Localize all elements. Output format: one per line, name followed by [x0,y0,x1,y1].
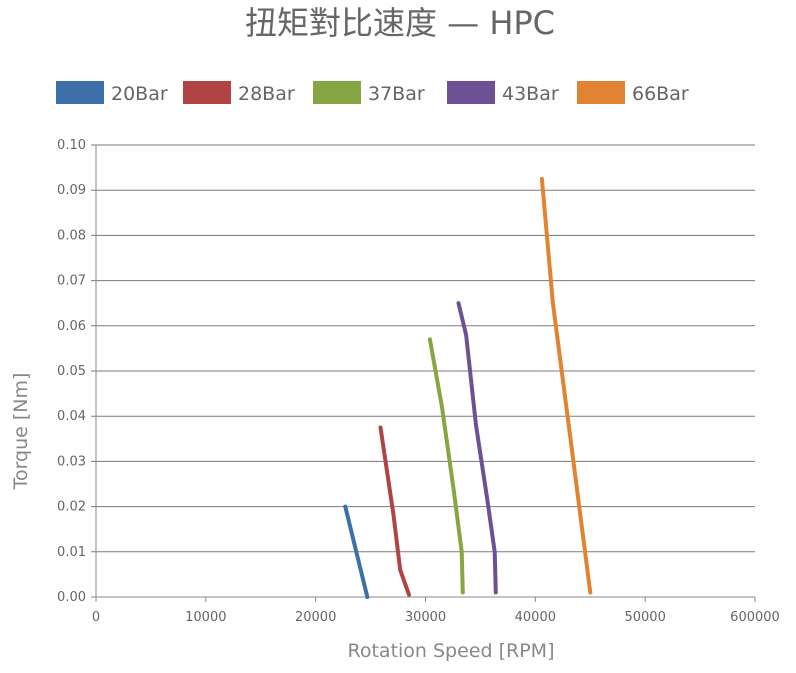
series-line-20bar [343,504,370,599]
legend-label: 20Bar [111,83,168,105]
x-tick-label: 50000 [624,610,665,625]
y-tick-label: 0.02 [57,500,86,515]
legend-item-43bar[interactable]: 43Bar [447,81,559,105]
y-tick-label: 0.00 [57,590,86,605]
y-tick-label: 0.07 [57,274,86,289]
y-tick-label: 0.10 [57,138,86,153]
gridlines [91,144,755,598]
legend-item-20bar[interactable]: 20Bar [56,81,168,105]
legend-swatch [56,81,104,104]
y-tick-label: 0.05 [57,364,86,379]
x-tick-label: 10000 [185,610,226,625]
legend-item-37bar[interactable]: 37Bar [313,81,425,105]
x-tick-label: 600000 [730,610,780,625]
y-tick-label: 0.06 [57,319,86,334]
chart-title: 扭矩對比速度 — HPC [245,4,555,42]
legend-label: 66Bar [632,83,689,105]
x-tick-label: 30000 [405,610,446,625]
x-tick-label: 20000 [295,610,336,625]
y-tick-label: 0.09 [57,183,86,198]
legend-swatch [183,81,231,104]
series-line-28bar [378,425,411,597]
legend-item-28bar[interactable]: 28Bar [183,81,295,105]
legend-label: 43Bar [502,83,559,105]
legend-swatch [577,81,625,104]
series-line-37bar [427,337,465,595]
x-tick-label: 40000 [515,610,556,625]
legend: 20Bar 28Bar 37Bar 43Bar 66Bar [56,81,689,105]
y-tick-label: 0.08 [57,228,86,243]
tick-labels: 0.00 0.01 0.02 0.03 0.04 0.05 0.06 0.07 0.08 0.09… [57,138,780,625]
series-line-43bar [456,301,498,595]
legend-swatch [313,81,361,104]
legend-label: 37Bar [368,83,425,105]
legend-swatch [447,81,495,104]
y-tick-label: 0.04 [57,409,86,424]
y-tick-label: 0.01 [57,545,86,560]
axes [95,145,756,602]
series-lines [343,176,593,599]
series-line-66bar [539,176,593,595]
x-tick-label: 0 [92,610,100,625]
legend-item-66bar[interactable]: 66Bar [577,81,689,105]
x-axis-title: Rotation Speed [RPM] [348,640,555,662]
y-tick-label: 0.03 [57,454,86,469]
y-axis-title: Torque [Nm] [10,373,32,491]
legend-label: 28Bar [238,83,295,105]
